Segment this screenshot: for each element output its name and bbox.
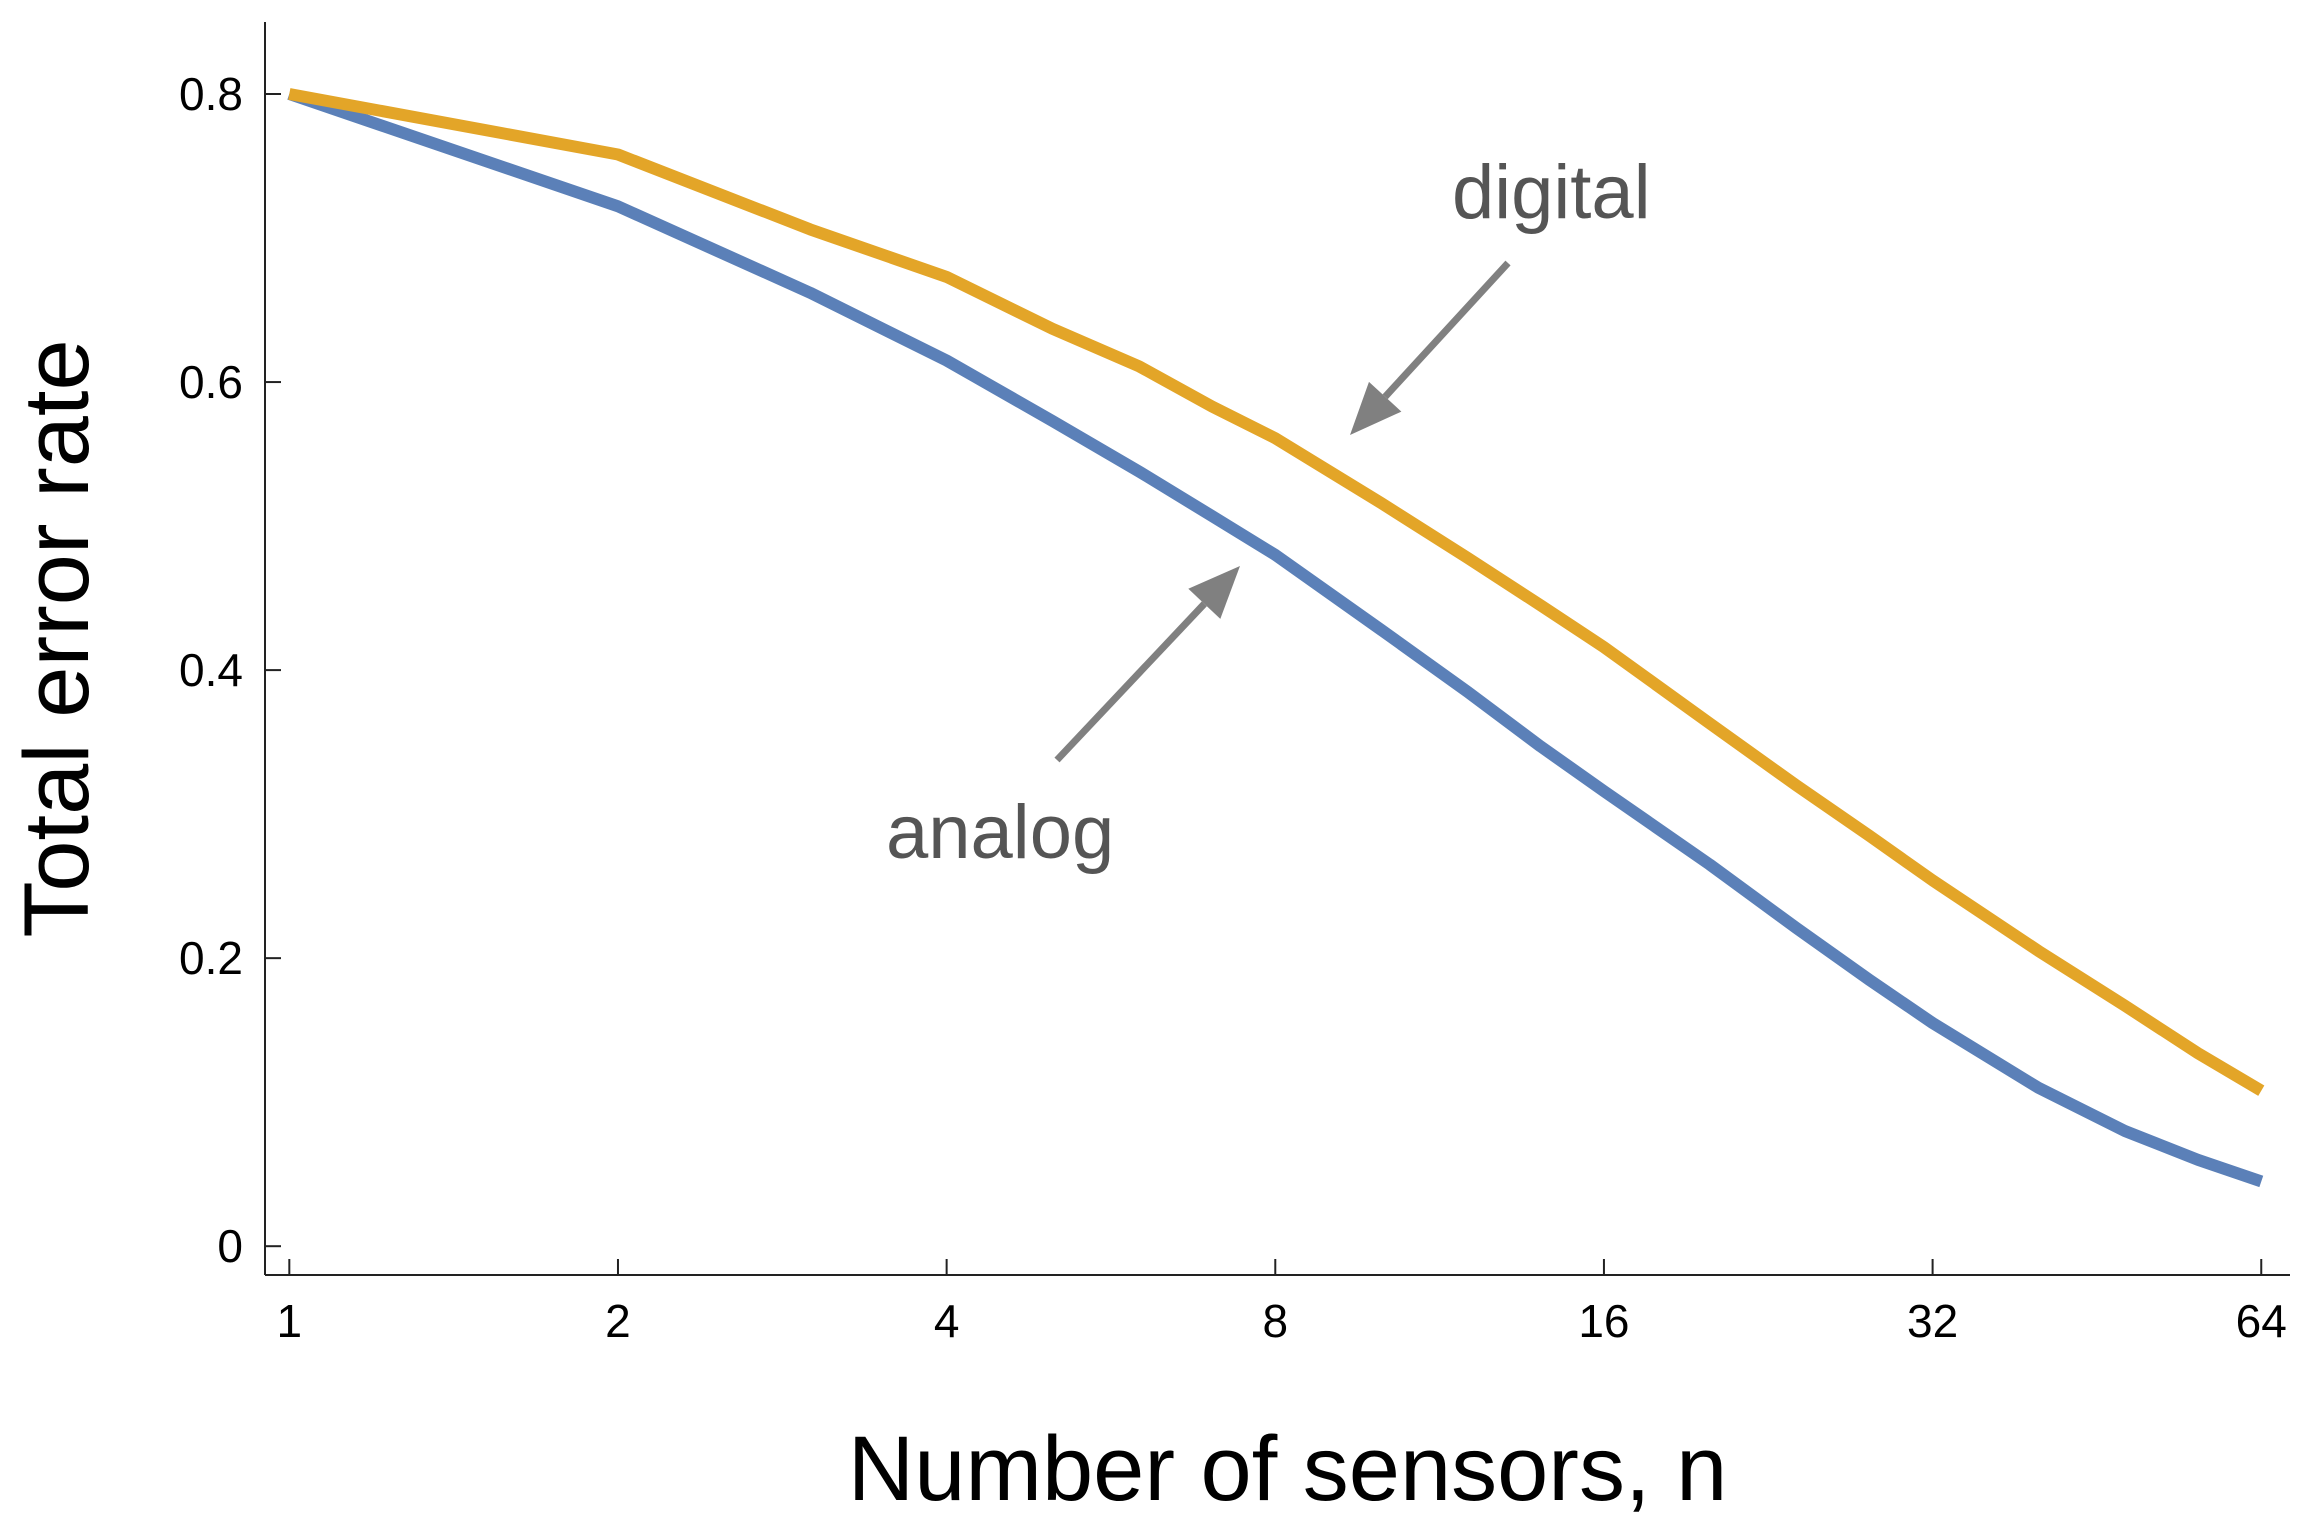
- x-tick-label: 4: [934, 1295, 960, 1347]
- y-axis-title: Total error rate: [6, 339, 108, 937]
- annotation-layer: digital analog: [886, 150, 1651, 875]
- x-axis-title: Number of sensors, n: [848, 1418, 1727, 1520]
- x-tick-label: 1: [277, 1295, 303, 1347]
- analog-annotation-label: analog: [886, 790, 1114, 875]
- digital-arrow-line: [1382, 260, 1511, 400]
- y-tick-label: 0.2: [179, 932, 243, 984]
- x-tick-label: 8: [1262, 1295, 1288, 1347]
- digital-annotation-label: digital: [1452, 150, 1651, 235]
- analog-arrow-line: [1054, 601, 1207, 763]
- y-tick-label: 0: [217, 1220, 243, 1272]
- x-tick-label: 16: [1578, 1295, 1629, 1347]
- series-layer: [287, 88, 2265, 1188]
- x-axis-ticks: 1 2 4 8 16 32 64: [277, 1259, 2287, 1347]
- x-tick-label: 32: [1907, 1295, 1958, 1347]
- x-tick-label: 2: [605, 1295, 631, 1347]
- y-axis-ticks: 0 0.2 0.4 0.6 0.8: [179, 68, 281, 1272]
- y-tick-label: 0.6: [179, 356, 243, 408]
- analog-arrow-head: [1188, 566, 1240, 619]
- y-tick-label: 0.8: [179, 68, 243, 120]
- series-line-1: [288, 88, 2265, 1096]
- series-line-0: [287, 88, 2264, 1188]
- y-tick-label: 0.4: [179, 644, 243, 696]
- x-tick-label: 64: [2236, 1295, 2287, 1347]
- digital-arrow-head: [1350, 381, 1402, 435]
